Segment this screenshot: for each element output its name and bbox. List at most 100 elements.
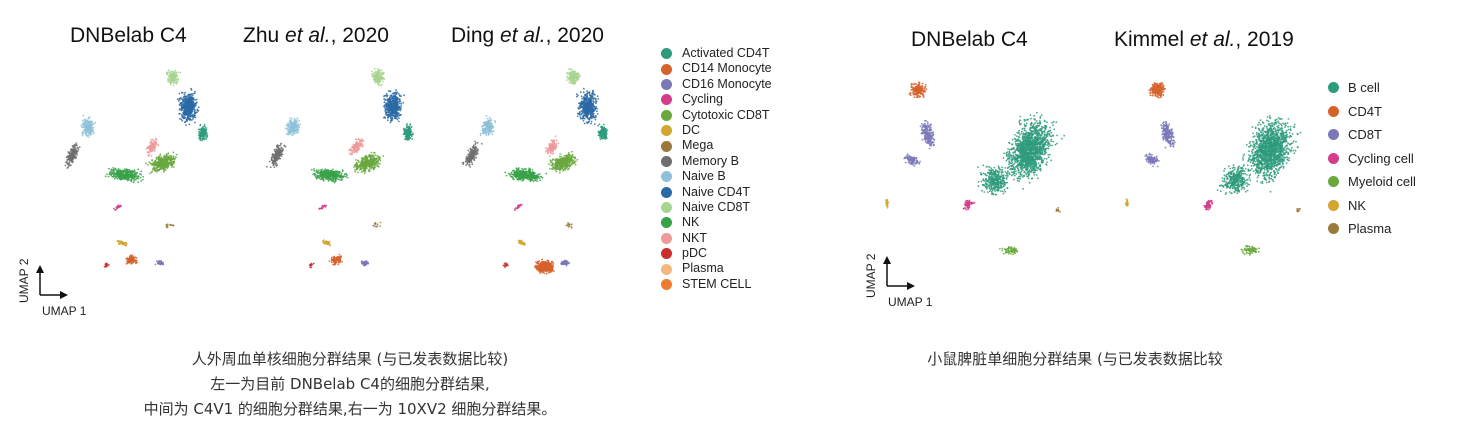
legend-pbmc-item: CD14 Monocyte xyxy=(661,61,772,76)
legend-label: Cycling cell xyxy=(1348,150,1414,166)
naive-cd8t-cluster xyxy=(370,67,386,87)
dc-cluster xyxy=(517,239,526,247)
legend-swatch xyxy=(1328,129,1339,141)
y-axis-label-right: UMAP 2 xyxy=(864,253,878,298)
title-main: Kimmel xyxy=(1114,28,1190,51)
legend-spleen-item: CD4T xyxy=(1328,100,1416,124)
legend-label: Naive CD8T xyxy=(682,199,751,214)
cd14-monocyte-cluster xyxy=(328,253,344,266)
legend-pbmc-item: pDC xyxy=(661,246,772,261)
dc-cluster xyxy=(322,239,331,247)
mega-cluster xyxy=(165,223,175,229)
naive-cd4t-cluster xyxy=(575,87,600,125)
naive-b-cluster xyxy=(80,114,96,138)
myeloid-cell-cluster xyxy=(999,246,1019,256)
naive-cd4t-cluster xyxy=(383,89,405,124)
legend-swatch xyxy=(661,63,672,75)
activated-cd4t-cluster xyxy=(597,123,609,141)
naive-cd8t-cluster xyxy=(165,69,182,87)
b-cell-cluster xyxy=(996,111,1066,190)
panel-title-kimmel: Kimmel et al., 2019 xyxy=(1114,28,1294,52)
legend-pbmc-item: Plasma xyxy=(661,261,772,276)
legend-label: Cytotoxic CD8T xyxy=(682,107,770,122)
umap-panel-4 xyxy=(884,81,1066,256)
y-axis-label-left: UMAP 2 xyxy=(17,258,31,303)
legend-pbmc-item: DC xyxy=(661,123,772,138)
nk-cluster xyxy=(104,167,145,184)
legend-pbmc-item: Cytotoxic CD8T xyxy=(661,108,772,123)
b-cell-extra-cluster xyxy=(977,164,1011,196)
title-main: Zhu xyxy=(243,24,286,47)
legend-label: Naive CD4T xyxy=(682,184,751,199)
legend-pbmc-item: Activated CD4T xyxy=(661,46,772,61)
cytotoxic-cd8t-cluster xyxy=(353,151,385,175)
cycling-cluster xyxy=(113,204,122,211)
nk-cluster xyxy=(884,198,889,209)
legend-label: CD4T xyxy=(1348,103,1382,119)
legend-label: CD14 Monocyte xyxy=(682,61,772,76)
legend-pbmc-item: Naive CD8T xyxy=(661,200,772,215)
cd8t-tail-cluster xyxy=(1144,152,1160,168)
umap-panel-5 xyxy=(1124,82,1302,256)
title-suffix: , 2020 xyxy=(330,24,389,47)
legend-swatch xyxy=(661,48,672,60)
panel-title-dnbelab-spleen: DNBelab C4 xyxy=(911,28,1028,52)
legend-pbmc-item: Naive CD4T xyxy=(661,185,772,200)
cd16-monocyte-cluster xyxy=(360,260,370,267)
caption-right: 小鼠脾脏单细胞分群结果 (与已发表数据比较 xyxy=(860,347,1290,372)
pdc-cluster xyxy=(502,262,509,268)
legend-swatch xyxy=(661,217,672,229)
x-axis-label-right: UMAP 1 xyxy=(888,295,933,309)
legend-pbmc-item: NK xyxy=(661,215,772,230)
nk-cluster xyxy=(1124,198,1129,207)
legend-swatch xyxy=(661,248,672,260)
legend-spleen-item: Plasma xyxy=(1328,217,1416,241)
legend-label: NK xyxy=(1348,197,1367,213)
legend-label: Naive B xyxy=(682,169,726,184)
legend-label: DC xyxy=(682,122,701,137)
legend-spleen-item: B cell xyxy=(1328,76,1416,100)
legend-spleen-item: Myeloid cell xyxy=(1328,170,1416,194)
legend-swatch xyxy=(1328,199,1339,211)
cytotoxic-cd8t-cluster xyxy=(145,151,178,175)
legend-pbmc-item: Cycling xyxy=(661,92,772,107)
title-suffix: , 2020 xyxy=(545,24,604,47)
b-cell-cluster xyxy=(1234,114,1302,193)
legend-swatch xyxy=(661,279,672,291)
caption-line: 小鼠脾脏单细胞分群结果 (与已发表数据比较 xyxy=(927,350,1223,368)
legend-swatch xyxy=(1328,176,1339,188)
legend-label: Activated CD4T xyxy=(682,46,770,60)
legend-swatch xyxy=(661,140,672,152)
legend-swatch xyxy=(661,109,672,121)
nk-cluster xyxy=(310,168,349,184)
panel-title-zhu: Zhu et al., 2020 xyxy=(243,24,389,48)
legend-pbmc-item: NKT xyxy=(661,231,772,246)
naive-cd8t-cluster xyxy=(566,68,582,85)
legend-pbmc-item: CD16 Monocyte xyxy=(661,77,772,92)
legend-swatch xyxy=(661,78,672,90)
umap-panel-3 xyxy=(461,68,609,275)
legend-label: NK xyxy=(682,215,700,230)
umap-axis-arrows-right xyxy=(883,256,915,290)
umap-panel-1 xyxy=(64,69,209,268)
cycling-cluster xyxy=(318,204,328,210)
mega-cluster xyxy=(372,221,382,228)
cycling-cell-cluster xyxy=(1203,199,1214,211)
legend-pbmc-item: Naive B xyxy=(661,169,772,184)
legend-pbmc: Activated CD4T CD14 Monocyte CD16 Monocyte… xyxy=(661,46,772,292)
legend-swatch xyxy=(1328,152,1339,164)
legend-swatch xyxy=(661,263,672,275)
legend-label: Mega xyxy=(682,138,714,153)
cycling-cluster xyxy=(513,203,523,212)
naive-b-cluster xyxy=(284,117,301,137)
legend-swatch xyxy=(1328,223,1339,235)
legend-label: Myeloid cell xyxy=(1348,174,1416,190)
legend-spleen-item: Cycling cell xyxy=(1328,147,1416,171)
cd16-monocyte-cluster xyxy=(154,260,165,266)
legend-swatch xyxy=(661,202,672,214)
title-main: DNBelab C4 xyxy=(70,24,187,47)
legend-label: Cycling xyxy=(682,92,723,107)
plasma-cluster xyxy=(1055,207,1061,213)
mega-cluster xyxy=(565,222,573,229)
umap-axis-arrows-left xyxy=(36,265,68,299)
